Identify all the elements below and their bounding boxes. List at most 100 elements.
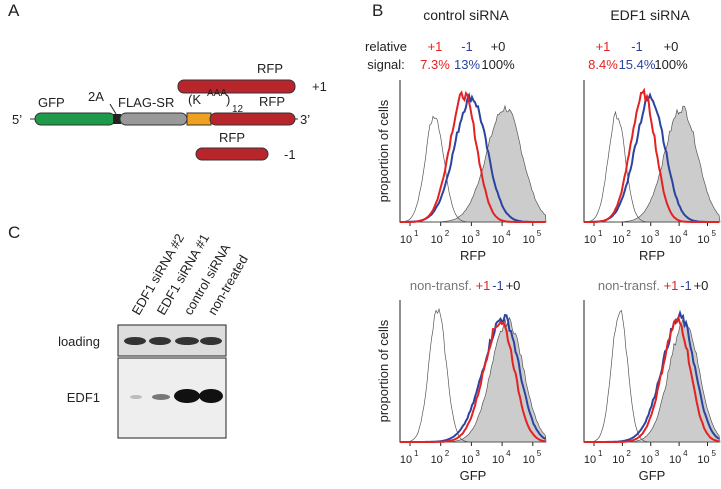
row-label: loading: [58, 334, 100, 349]
repeat-label: (K: [188, 92, 201, 107]
tick-exp: 4: [683, 229, 688, 238]
signal-value: 13%: [454, 57, 480, 72]
tick-base: 10: [492, 454, 504, 466]
band: [175, 337, 199, 345]
tick-base: 10: [431, 454, 443, 466]
legend-label: non-transf.: [410, 278, 472, 293]
legend-label: -1: [492, 278, 504, 293]
tick-exp: 4: [683, 449, 688, 458]
legend-label: +0: [694, 278, 709, 293]
relative-label: relative: [365, 39, 407, 54]
2a-label: 2A: [88, 89, 104, 104]
pointer: [109, 103, 117, 115]
three-prime: 3’: [300, 112, 310, 127]
band: [199, 389, 223, 403]
tick-exp: 5: [711, 449, 716, 458]
tick-exp: 5: [537, 449, 542, 458]
tick-exp: 3: [475, 229, 480, 238]
band: [130, 395, 142, 399]
signal-value: 100%: [654, 57, 688, 72]
flag-bar: [119, 112, 188, 126]
tick-base: 10: [584, 454, 596, 466]
legend-label: non-transf.: [598, 278, 660, 293]
x-axis-label: GFP: [460, 468, 487, 483]
plus1-hist: [584, 87, 719, 223]
band: [149, 337, 171, 345]
tick-base: 10: [431, 234, 443, 246]
legend-label: +0: [506, 278, 521, 293]
frame-label: -1: [631, 39, 643, 54]
tick-base: 10: [669, 234, 681, 246]
untransf-hist: [400, 307, 546, 443]
untransf-hist: [584, 309, 719, 443]
tick-base: 10: [461, 234, 473, 246]
tick-base: 10: [641, 234, 653, 246]
tick-base: 10: [492, 234, 504, 246]
legend-label: -1: [680, 278, 692, 293]
signal-value: 8.4%: [588, 57, 618, 72]
column-title: control siRNA: [423, 7, 509, 23]
tick-exp: 1: [414, 449, 419, 458]
tick-exp: 3: [475, 449, 480, 458]
x-axis-label: RFP: [460, 248, 486, 263]
frame-label: +0: [491, 39, 506, 54]
rfp-bar-minus1: [195, 147, 269, 161]
tick-exp: 2: [445, 229, 450, 238]
gfp-label: GFP: [38, 95, 65, 110]
plus1-hist: [584, 314, 720, 443]
tick-base: 10: [584, 234, 596, 246]
panel-label: A: [8, 1, 20, 20]
tick-exp: 3: [655, 449, 660, 458]
tick-base: 10: [523, 454, 535, 466]
tick-base: 10: [641, 454, 653, 466]
row-label: EDF1: [67, 390, 100, 405]
x-axis-label: GFP: [639, 468, 666, 483]
tick-base: 10: [612, 234, 624, 246]
rfp-bar: [209, 112, 296, 126]
tick-base: 10: [461, 454, 473, 466]
plus1-hist: [400, 320, 546, 443]
tick-exp: 2: [445, 449, 450, 458]
rfp-bar-plus1: [177, 79, 296, 94]
frame-label: +1: [428, 39, 443, 54]
tick-base: 10: [523, 234, 535, 246]
frame-label: +0: [664, 39, 679, 54]
frame-label: -1: [461, 39, 473, 54]
tick-exp: 5: [537, 229, 542, 238]
plus0-hist: [584, 317, 721, 443]
panel-label: B: [372, 1, 383, 20]
y-axis-label: proportion of cells: [376, 99, 391, 202]
frame-label: -1: [284, 147, 296, 162]
x-axis-label: RFP: [639, 248, 665, 263]
band: [200, 337, 222, 345]
tick-exp: 2: [626, 229, 631, 238]
tick-exp: 4: [506, 449, 511, 458]
tick-base: 10: [669, 454, 681, 466]
repeat-sub: 12: [232, 104, 244, 115]
panel-label: C: [8, 223, 20, 242]
tick-exp: 1: [598, 229, 603, 238]
signal-label: signal:: [367, 57, 405, 72]
repeat-close: ): [226, 92, 230, 107]
tick-base: 10: [612, 454, 624, 466]
signal-value: 15.4%: [619, 57, 656, 72]
tick-exp: 1: [414, 229, 419, 238]
tick-exp: 4: [506, 229, 511, 238]
frame-label: +1: [312, 79, 327, 94]
gfp-bar: [34, 112, 116, 126]
legend-label: +1: [476, 278, 491, 293]
signal-value: 7.3%: [420, 57, 450, 72]
tick-exp: 1: [598, 449, 603, 458]
tick-base: 10: [697, 234, 709, 246]
tick-exp: 5: [711, 229, 716, 238]
rfp-label: RFP: [259, 94, 285, 109]
frame-label: +1: [596, 39, 611, 54]
tick-base: 10: [400, 454, 412, 466]
band: [174, 389, 200, 403]
tick-base: 10: [697, 454, 709, 466]
tick-base: 10: [400, 234, 412, 246]
plus0-hist: [400, 104, 547, 223]
2a-bar: [113, 114, 121, 124]
band: [152, 394, 170, 400]
